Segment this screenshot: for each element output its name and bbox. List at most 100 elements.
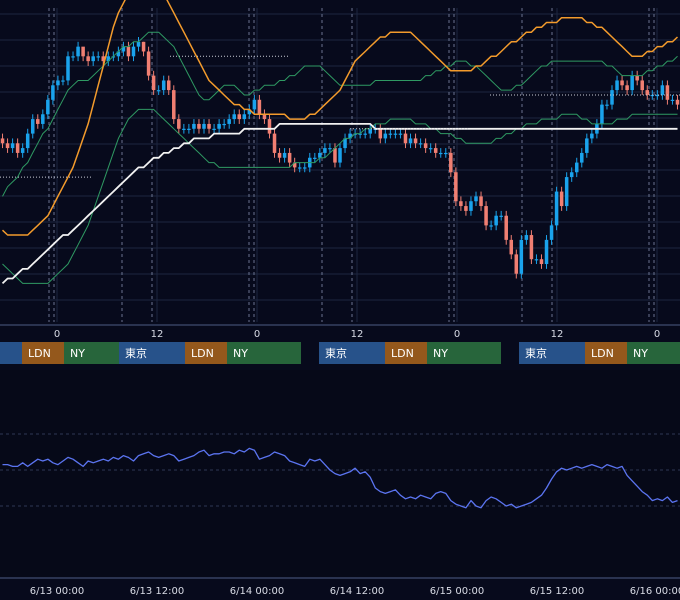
candle (313, 152, 317, 163)
candle (635, 70, 639, 86)
candle (36, 114, 40, 129)
price-level-markers (0, 55, 680, 178)
candle (464, 201, 468, 216)
candle-body (46, 99, 50, 115)
hour-tick-label: 0 (54, 329, 60, 340)
candle-body (438, 152, 443, 155)
candle (272, 128, 277, 158)
candle (383, 128, 388, 144)
candle (267, 114, 272, 139)
session-box-tokyo: 東京 (519, 342, 585, 364)
session-box-label: 東京 (525, 346, 547, 360)
candle (423, 138, 428, 153)
session-box-fill (627, 342, 680, 364)
candle-body (524, 235, 529, 240)
candle-body (514, 254, 519, 274)
candle (91, 51, 95, 66)
session-box-label: LDN (591, 347, 614, 360)
candle (252, 94, 257, 115)
candle-body (282, 152, 287, 158)
date-tick-label: 6/14 00:00 (230, 586, 284, 597)
candle (151, 70, 156, 95)
candle-body (600, 104, 604, 124)
candle-body (348, 133, 352, 139)
candle (590, 128, 594, 144)
candle (393, 128, 398, 139)
candle (146, 46, 151, 81)
session-box-label: NY (633, 347, 648, 360)
hour-tick-label: 0 (454, 329, 460, 340)
candle-body (51, 85, 55, 100)
candle-body (554, 191, 559, 226)
candle-body (56, 80, 60, 86)
candle (292, 157, 297, 173)
candle (177, 114, 181, 134)
candle (192, 119, 196, 134)
candle (10, 138, 15, 153)
candle-body (161, 80, 166, 91)
candle (509, 235, 514, 260)
candle-body (640, 80, 644, 91)
candle-body (645, 90, 650, 95)
candle-body (408, 138, 413, 144)
candle-body (136, 41, 141, 47)
candle-body (625, 85, 629, 91)
candle-body (30, 119, 35, 134)
candle-body (71, 56, 75, 58)
candle (222, 119, 226, 129)
candle-body (106, 56, 111, 62)
candle (489, 220, 493, 231)
candle-body (418, 143, 423, 145)
session-box-label: NY (233, 347, 248, 360)
candle (5, 138, 10, 153)
candle-body (172, 90, 176, 120)
candle (368, 123, 372, 139)
candle (318, 148, 322, 163)
candle (121, 41, 126, 57)
candle-body (544, 239, 549, 265)
candle-body (484, 206, 488, 226)
candle-body (559, 191, 564, 207)
candle (645, 85, 650, 100)
candle (217, 119, 221, 134)
candle-body (131, 46, 136, 57)
candle-body (10, 143, 15, 149)
date-tick-label: 6/16 00:00 (630, 586, 680, 597)
candle-body (539, 259, 544, 265)
session-box-newyork: NY (227, 342, 301, 364)
candle-body (177, 119, 181, 129)
candle-body (403, 133, 408, 144)
session-box-london: LDN (185, 342, 227, 364)
session-box-fill (427, 342, 501, 364)
candle (41, 109, 45, 129)
session-box-fill (319, 342, 385, 364)
candle-body (25, 133, 30, 149)
candle-body (499, 215, 503, 217)
candle-body (620, 80, 624, 86)
candle (569, 167, 574, 182)
session-box-london: LDN (585, 342, 627, 364)
candle-body (675, 99, 680, 105)
candle (444, 148, 448, 158)
candle-body (252, 99, 257, 110)
hour-tick-label: 12 (151, 329, 164, 340)
moving-average-mid-line (1, 0, 679, 236)
candle-body (660, 85, 665, 95)
candle (81, 46, 85, 62)
session-divider-lines (48, 8, 655, 322)
candle (328, 143, 332, 153)
candle (25, 128, 30, 153)
candle (433, 143, 438, 158)
candle-body (257, 99, 262, 115)
candle-body (202, 123, 206, 129)
candle-body (91, 56, 95, 62)
candle (131, 41, 136, 62)
candle (549, 220, 554, 245)
candle-body (262, 114, 267, 120)
oscillator-line (2, 447, 678, 509)
candle-body (237, 114, 242, 120)
candle (610, 85, 614, 110)
session-box-fill (385, 342, 427, 364)
session-box-label: NY (433, 347, 448, 360)
